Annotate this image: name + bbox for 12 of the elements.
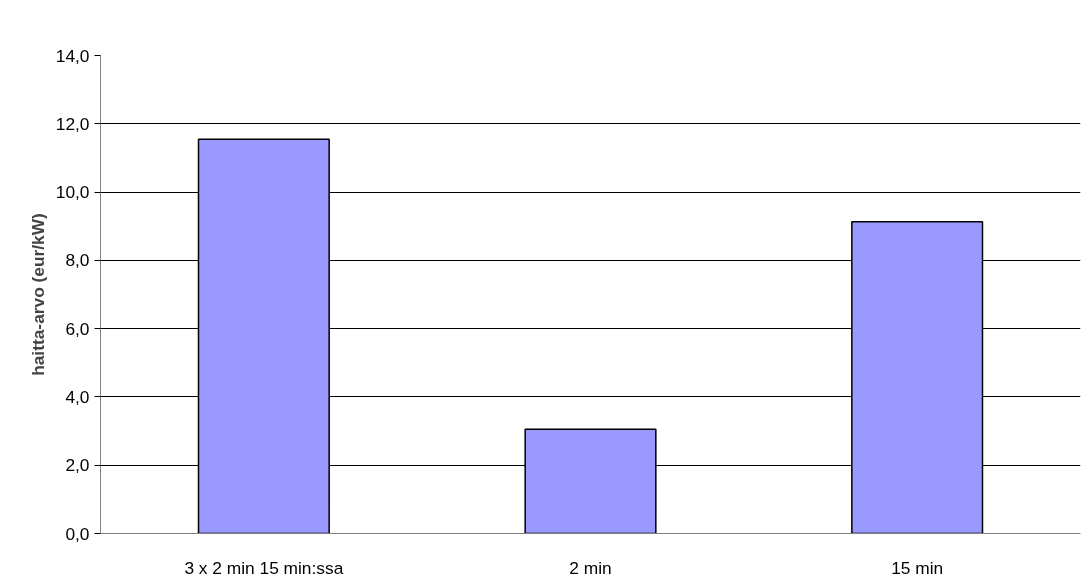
y-axis-title: haitta-arvo (eur/kW) [27,213,48,376]
y-tick-label: 6,0 [65,318,90,339]
y-tick-label: 0,0 [65,523,90,544]
y-tick-label: 2,0 [65,455,90,476]
y-tick-label: 8,0 [65,250,90,271]
x-tick-label: 3 x 2 min 15 min:ssa [184,557,344,578]
x-tick-label: 2 min [569,557,612,578]
y-tick-label: 10,0 [55,182,90,203]
y-tick-label: 4,0 [65,386,90,407]
y-tick-label: 14,0 [55,45,90,66]
x-tick-label: 15 min [891,557,944,578]
y-tick-label: 12,0 [55,113,90,134]
